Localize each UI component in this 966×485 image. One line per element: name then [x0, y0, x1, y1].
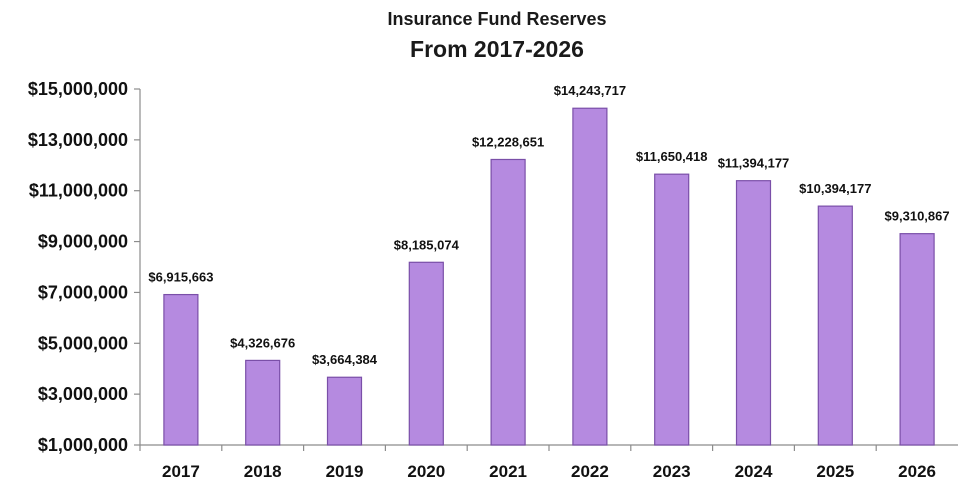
x-tick-label: 2025 [816, 462, 854, 481]
y-tick-label: $3,000,000 [38, 384, 128, 404]
data-label: $14,243,717 [554, 83, 626, 98]
x-tick-label: 2020 [407, 462, 445, 481]
bar-2022 [572, 107, 608, 446]
bar-2021 [490, 158, 526, 446]
data-label: $12,228,651 [472, 134, 544, 149]
y-tick-label: $15,000,000 [28, 79, 128, 99]
x-tick-label: 2018 [244, 462, 282, 481]
bar-2018 [245, 359, 281, 446]
x-tick-label: 2023 [653, 462, 691, 481]
bar-2024 [735, 180, 772, 446]
bar-2020 [408, 261, 444, 446]
data-label: $6,915,663 [148, 270, 213, 285]
y-tick-label: $11,000,000 [29, 181, 128, 201]
y-tick-label: $13,000,000 [28, 130, 128, 150]
chart-subtitle: From 2017-2026 [410, 36, 584, 62]
bar-2023 [654, 173, 690, 446]
x-tick-label: 2021 [489, 462, 527, 481]
bar-2019 [326, 376, 363, 446]
x-tick-label: 2019 [326, 462, 364, 481]
data-label: $4,326,676 [230, 335, 295, 350]
y-tick-label: $7,000,000 [38, 282, 128, 302]
y-tick-label: $9,000,000 [38, 232, 128, 252]
x-tick-label: 2024 [735, 462, 773, 481]
data-label: $3,664,384 [312, 352, 378, 367]
x-tick-label: 2017 [162, 462, 200, 481]
chart-title: Insurance Fund Reserves [387, 9, 606, 29]
x-axis: 2017 2018 2019 2020 2021 2022 2023 2024 2025 2026 [139, 444, 958, 481]
bar-series [163, 107, 935, 446]
bar-2026 [899, 233, 935, 446]
y-tick-label: $1,000,000 [38, 435, 128, 455]
y-tick-label: $5,000,000 [38, 333, 128, 353]
x-tick-label: 2026 [898, 462, 936, 481]
data-label: $9,310,867 [885, 209, 950, 224]
data-label: $11,394,177 [718, 156, 790, 171]
data-label: $10,394,177 [799, 181, 871, 196]
bar-2017 [163, 293, 199, 446]
data-label: $11,650,418 [636, 149, 708, 164]
bar-2025 [817, 205, 853, 446]
data-labels: $6,915,663 $4,326,676 $3,664,384 $8,185,074… [148, 83, 949, 367]
x-tick-label: 2022 [571, 462, 609, 481]
data-label: $8,185,074 [394, 237, 460, 252]
y-axis: $1,000,000 $3,000,000 $5,000,000 $7,000,000… [28, 79, 141, 455]
